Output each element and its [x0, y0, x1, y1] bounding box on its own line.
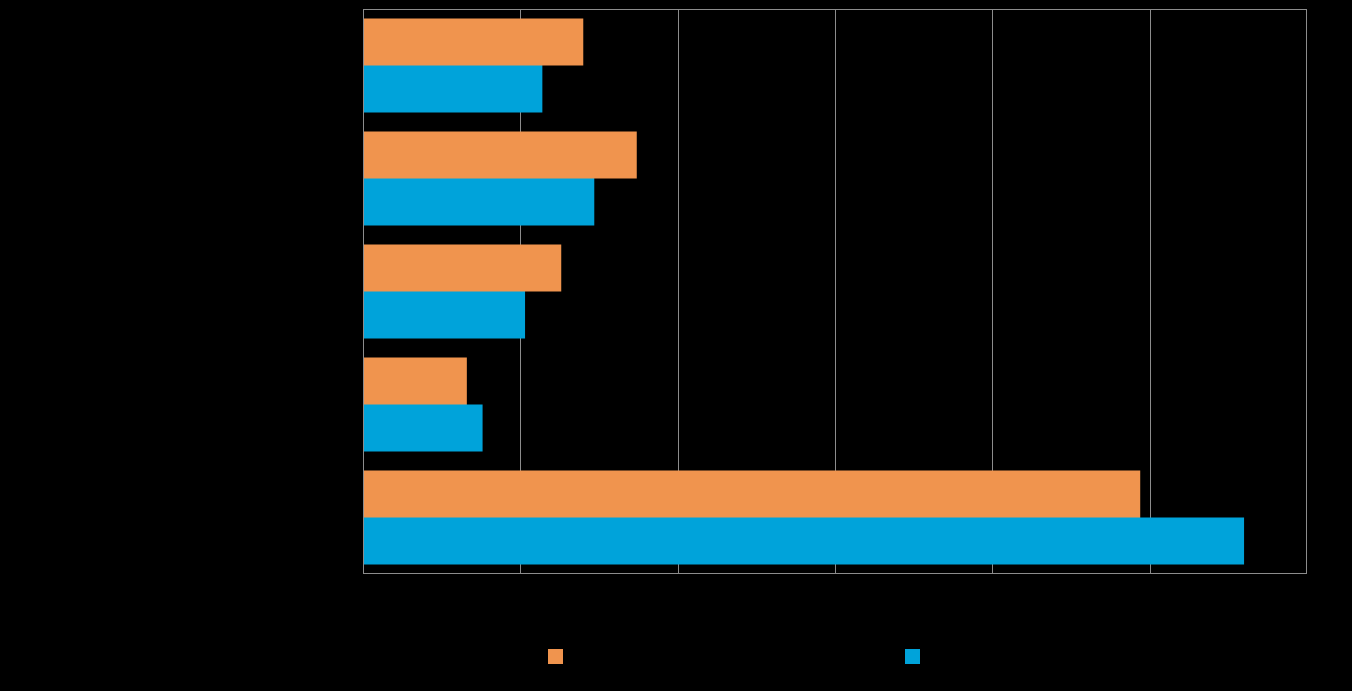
- bar-series-1-category-3: [363, 244, 562, 292]
- bar-series-2-category-5: [363, 517, 1245, 565]
- bar-series-1-category-4: [363, 357, 467, 405]
- bar-series-1-category-2: [363, 131, 637, 179]
- bar-series-1-category-5: [363, 470, 1141, 518]
- legend-swatch-series-2: [905, 649, 920, 664]
- legend-swatch-series-1: [548, 649, 563, 664]
- bar-series-2-category-2: [363, 178, 595, 226]
- bar-series-2-category-1: [363, 65, 543, 113]
- bar-series-2-category-3: [363, 291, 526, 339]
- plot-frame: [363, 9, 1307, 574]
- legend: [548, 649, 920, 664]
- bar-series-2-category-4: [363, 404, 483, 452]
- bar-series-1-category-1: [363, 18, 584, 66]
- bars: [363, 18, 1245, 565]
